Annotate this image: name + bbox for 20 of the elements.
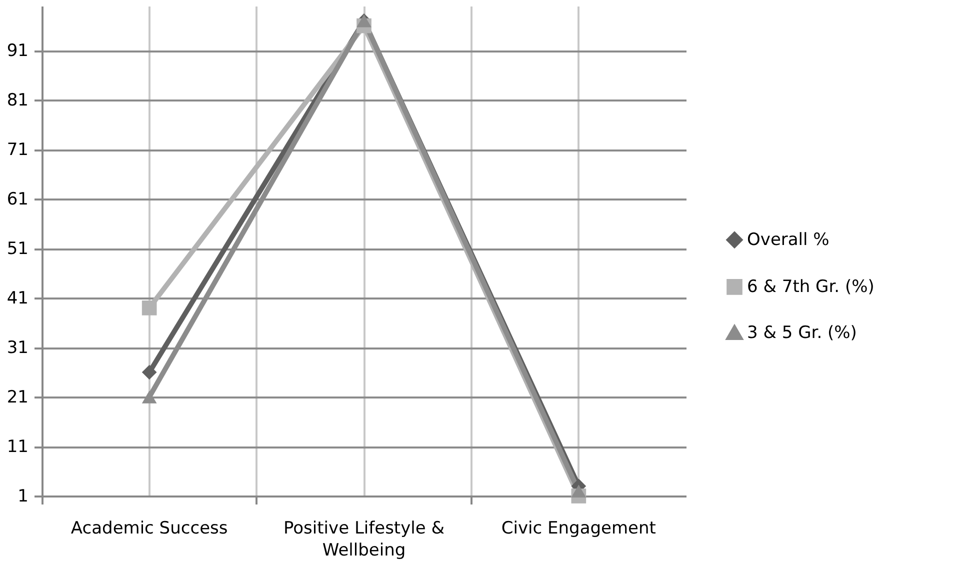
x-tick-label: Academic Success <box>70 518 228 538</box>
x-tick-label: Positive Lifestyle & Wellbeing <box>283 518 445 560</box>
point <box>142 300 157 316</box>
point <box>142 364 157 380</box>
y-tick-label: 1 <box>18 486 28 506</box>
legend-label: 6 & 7th Gr. (%) <box>747 276 874 297</box>
point <box>142 390 157 404</box>
legend-label: 3 & 5 Gr. (%) <box>747 322 857 343</box>
y-tick-label: 41 <box>6 288 28 309</box>
y-tick-label: 51 <box>6 239 28 260</box>
y-tick-label: 91 <box>6 41 28 62</box>
y-tick-label: 61 <box>6 190 28 210</box>
y-tick-label: 71 <box>6 140 28 160</box>
x-tick-label: Civic Engagement <box>501 518 656 538</box>
y-tick-label: 21 <box>6 388 28 408</box>
y-tick-label: 31 <box>6 338 28 358</box>
point <box>571 484 586 498</box>
legend-label: Overall % <box>747 230 830 250</box>
y-tick-label: 81 <box>6 90 28 111</box>
y-tick-label: 11 <box>6 437 28 458</box>
